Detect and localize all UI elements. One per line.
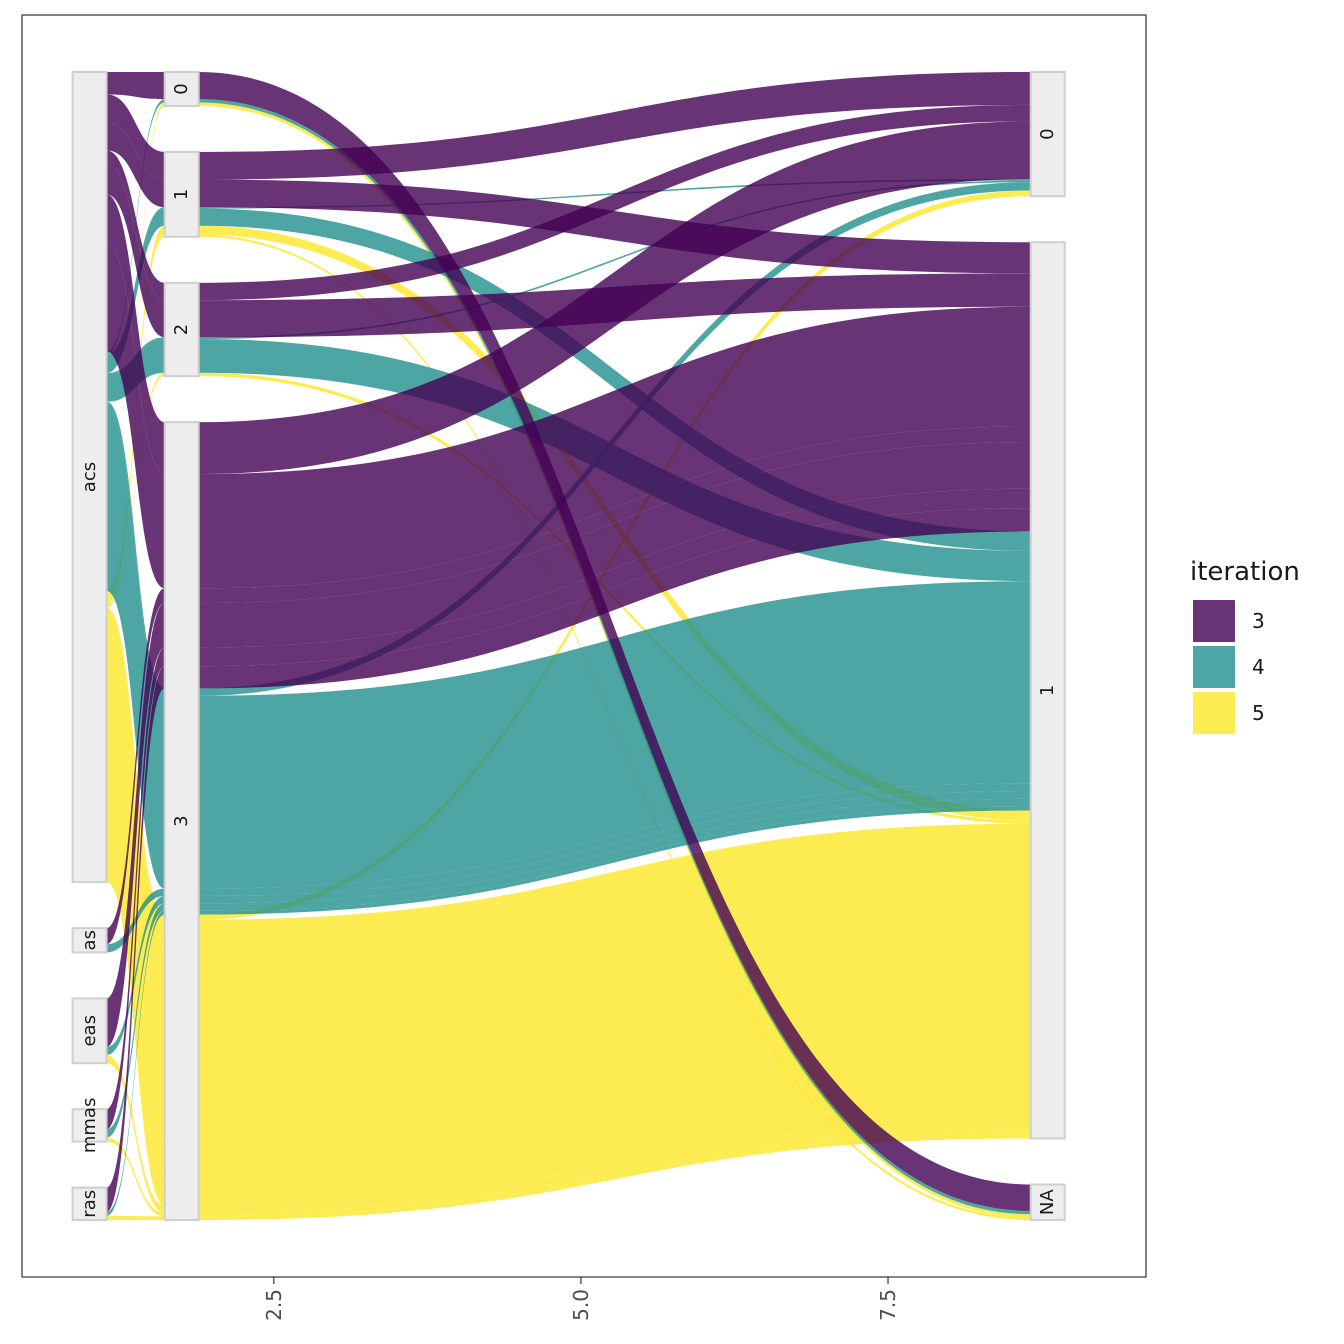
flow-acs-3-1-iter4-seg1 <box>198 581 1031 889</box>
flow-acs-3-1-iter3-seg1 <box>198 306 1031 589</box>
legend-label-3: 3 <box>1252 609 1265 633</box>
stratum-label-axis1-ras: ras <box>79 1190 100 1218</box>
stratum-axis2-1 <box>163 150 200 238</box>
flow-ras-3-1-iter3-seg0 <box>106 666 165 1212</box>
flow-ras-3-1-iter3-seg1 <box>198 508 1031 689</box>
flow-acs-1-1-iter3-seg0 <box>106 122 165 208</box>
x-tick-label-2.5: 2.5 <box>262 1289 286 1321</box>
flow-acs-1-1-iter4-seg1 <box>198 208 1031 551</box>
flow-acs-2-1-iter3-seg0 <box>106 164 165 338</box>
flow-acs-3-1-iter5-seg1 <box>198 823 1031 1206</box>
stratum-axis1-mmas <box>71 1108 108 1143</box>
stratum-label-axis2-1: 1 <box>171 189 192 200</box>
flow-acs-2-0-iter3-seg1 <box>198 104 1031 301</box>
stratum-axis1-as <box>71 927 108 954</box>
flow-acs-1-0-iter4-seg1 <box>198 178 1031 209</box>
flow-acs-3-1-iter3-seg0 <box>106 243 165 589</box>
flow-acs-3-1-iter4-seg0 <box>106 408 165 889</box>
flow-mmas-3-1-iter5-seg1 <box>198 1130 1031 1217</box>
stratum-axis2-3 <box>163 421 200 1221</box>
stratum-axis3-1 <box>1029 241 1066 1140</box>
x-tick-label-7.5: 7.5 <box>876 1289 900 1321</box>
flow-eas-3-1-iter5-seg1 <box>198 1122 1031 1213</box>
flow-eas-3-1-iter5-seg0 <box>106 1055 165 1213</box>
flow-acs-3-0-iter3-seg0 <box>106 194 165 475</box>
legend-title: iteration <box>1190 557 1300 587</box>
flow-acs-0-NA-iter3-seg0 <box>106 72 165 100</box>
stratum-axis2-2 <box>163 281 200 378</box>
flow-as-3-1-iter3-seg1 <box>198 426 1031 604</box>
stratum-label-axis1-acs: acs <box>79 462 100 492</box>
stratum-axis1-eas <box>71 997 108 1065</box>
stratum-label-axis1-eas: eas <box>79 1015 100 1046</box>
flow-acs-3-1-iter5-seg0 <box>106 612 165 1206</box>
strata-layer: acs as eas mmas ras 0 1 2 3 0 1 NA <box>71 71 1066 1222</box>
flow-as-3-1-iter4-seg1 <box>198 783 1031 896</box>
stratum-label-axis2-3: 3 <box>171 815 192 826</box>
stratum-label-axis2-0: 0 <box>171 83 192 94</box>
flow-ras-3-1-iter4-seg0 <box>106 910 165 1216</box>
x-axis: 2.5 5.0 7.5 <box>262 1277 900 1321</box>
stratum-label-axis3-1: 1 <box>1037 685 1058 696</box>
flow-mmas-3-1-iter5-seg0 <box>106 1137 165 1217</box>
flow-ras-3-1-iter5-seg1 <box>198 1134 1031 1220</box>
x-tick-label-5.0: 5.0 <box>569 1289 593 1321</box>
stratum-axis3-0 <box>1029 71 1066 198</box>
flow-acs-1-0-iter4-seg0 <box>106 207 165 356</box>
flow-acs-1-0-iter3-seg1 <box>198 72 1031 180</box>
flow-mmas-3-1-iter4-seg1 <box>198 798 1031 911</box>
stratum-axis1-ras <box>71 1186 108 1222</box>
flow-acs-3-0-iter3-seg1 <box>198 121 1031 475</box>
flow-as-3-1-iter3-seg0 <box>106 588 165 945</box>
flow-acs-0-NA-iter3-seg1 <box>198 72 1031 1211</box>
stratum-axis3-NA <box>1029 1183 1066 1221</box>
flow-ras-3-1-iter4-seg1 <box>198 806 1031 915</box>
flow-acs-2-0-iter4-seg1 <box>198 180 1031 340</box>
stratum-label-axis1-as: as <box>79 930 100 950</box>
flow-as-3-1-iter4-seg0 <box>106 888 165 953</box>
flow-eas-3-1-iter4-seg0 <box>106 895 165 1056</box>
flow-ras-3-1-iter5-seg0 <box>106 1215 165 1220</box>
stratum-label-axis3-0: 0 <box>1037 128 1058 139</box>
flow-mmas-3-1-iter4-seg0 <box>106 903 165 1138</box>
legend-label-5: 5 <box>1252 701 1265 725</box>
flow-acs-1-1-iter3-seg1 <box>198 179 1031 274</box>
legend: iteration 3 4 5 <box>1190 557 1300 734</box>
flow-acs-1-1-iter4-seg0 <box>106 208 165 374</box>
flows-layer <box>106 72 1031 1221</box>
flow-eas-3-1-iter3-seg0 <box>106 603 165 1047</box>
stratum-label-axis3-NA: NA <box>1037 1189 1058 1215</box>
flow-acs-2-1-iter5-seg0 <box>106 372 165 608</box>
flow-eas-3-1-iter3-seg1 <box>198 442 1031 648</box>
stratum-axis2-0 <box>163 71 200 107</box>
stratum-label-axis2-2: 2 <box>171 324 192 335</box>
flow-eas-3-1-iter4-seg1 <box>198 791 1031 904</box>
flow-mmas-3-1-iter3-seg0 <box>106 647 165 1130</box>
flow-mmas-3-1-iter3-seg1 <box>198 488 1031 667</box>
legend-label-4: 4 <box>1252 655 1265 679</box>
legend-key-5 <box>1193 692 1235 734</box>
legend-key-4 <box>1193 646 1235 688</box>
flow-acs-1-0-iter3-seg0 <box>106 94 165 180</box>
flow-acs-3-0-iter4-seg0 <box>106 401 165 696</box>
legend-key-3 <box>1193 600 1235 642</box>
flow-acs-2-0-iter3-seg0 <box>106 150 165 301</box>
stratum-label-axis1-mmas: mmas <box>79 1098 100 1153</box>
stratum-axis1-acs <box>71 71 108 884</box>
